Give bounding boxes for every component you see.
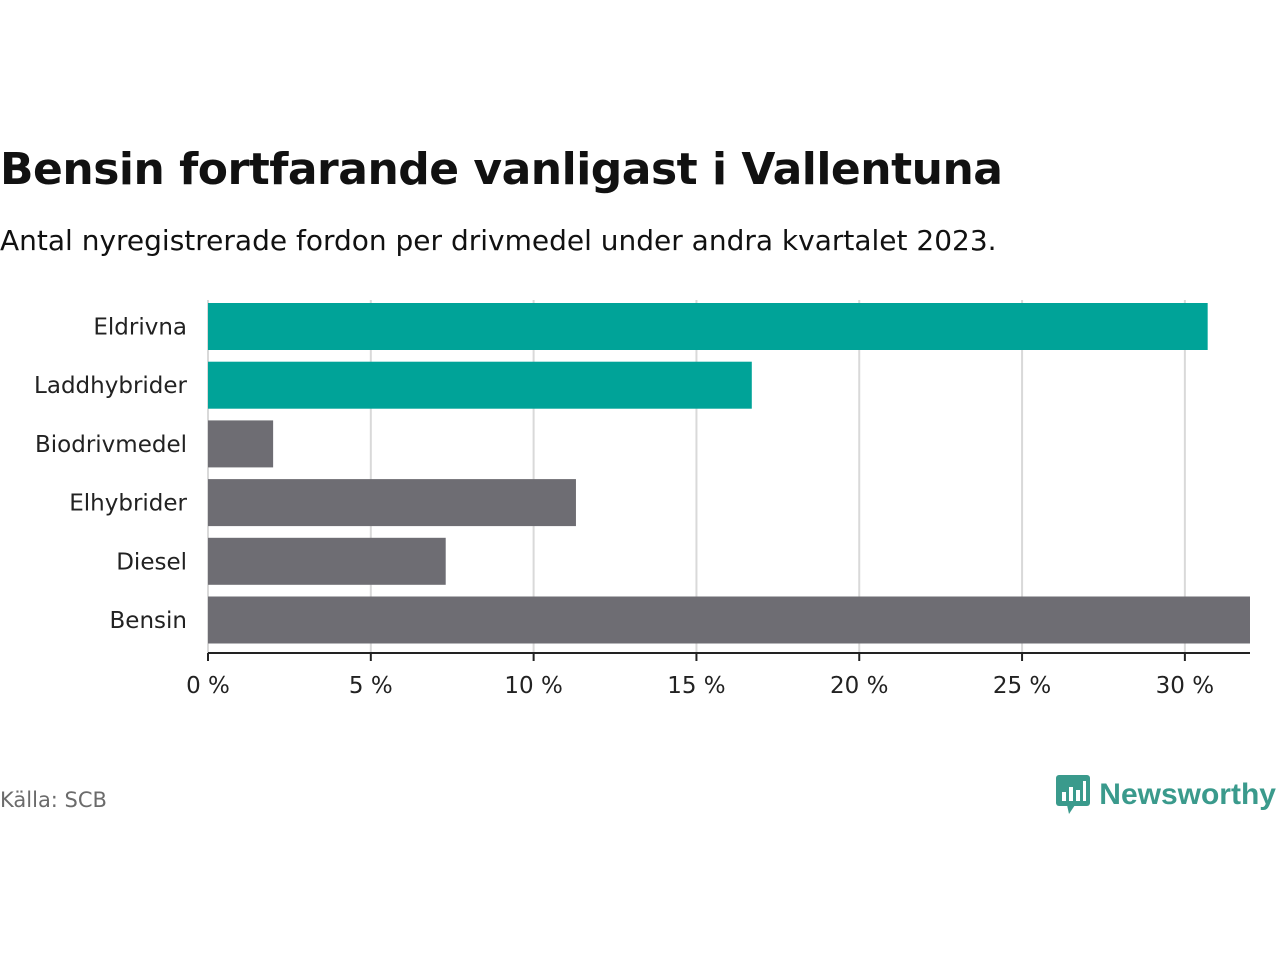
category-label: Elhybrider	[69, 491, 187, 517]
bar	[208, 361, 752, 409]
newsworthy-logo: Newsworthy	[1055, 774, 1276, 816]
x-tick-label: 15 %	[667, 673, 725, 699]
x-tick-label: 5 %	[349, 673, 393, 699]
x-tick-label: 30 %	[1156, 673, 1214, 699]
category-label: Biodrivmedel	[35, 432, 187, 458]
bar	[208, 479, 576, 527]
chart-title: Bensin fortfarande vanligast i Vallentun…	[0, 144, 1003, 195]
category-label: Eldrivna	[93, 315, 187, 341]
category-label: Laddhybrider	[34, 373, 187, 399]
bar-chart-bubble-icon	[1056, 775, 1091, 814]
x-tick-label: 20 %	[830, 673, 888, 699]
category-label: Bensin	[110, 608, 187, 634]
x-tick-label: 25 %	[993, 673, 1051, 699]
bar-chart: Eldrivna Laddhybrider Biodrivmedel Elhybrid…	[34, 300, 1250, 699]
bar	[208, 537, 446, 585]
bar	[208, 303, 1208, 350]
x-tick-label: 10 %	[504, 673, 562, 699]
bar	[208, 420, 274, 468]
x-tick-label: 0 %	[186, 673, 230, 699]
category-label: Diesel	[116, 549, 187, 575]
source-note: Källa: SCB	[0, 788, 107, 812]
brand-name: Newsworthy	[1099, 778, 1276, 811]
chart-subtitle: Antal nyregistrerade fordon per drivmede…	[0, 224, 997, 257]
bar	[208, 596, 1250, 644]
